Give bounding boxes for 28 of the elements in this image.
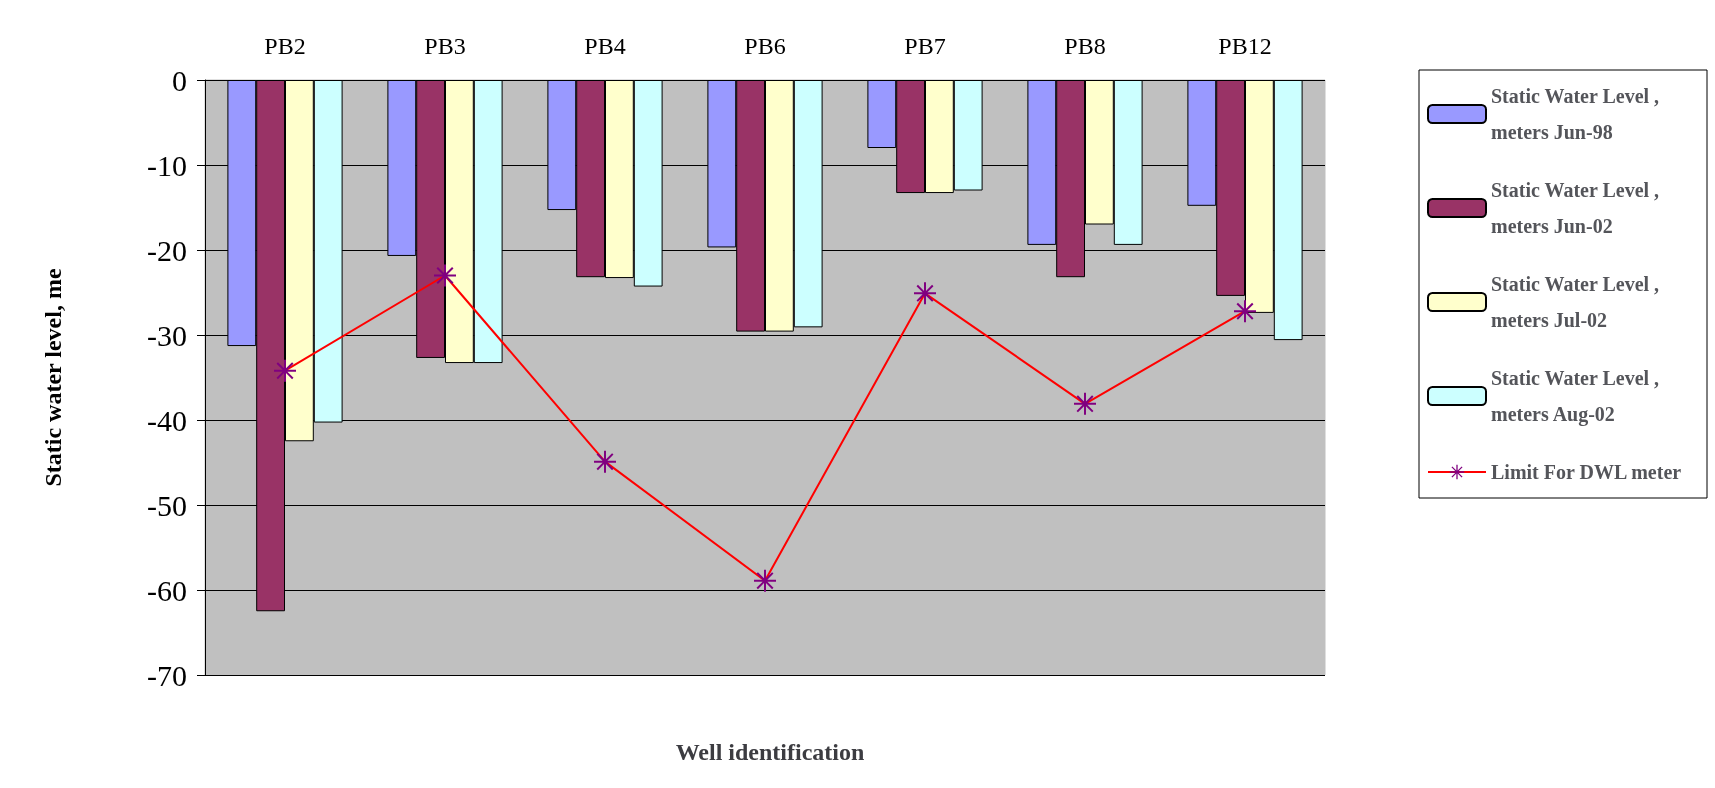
x-tick-label: PB8	[1064, 33, 1106, 59]
y-tick-label: -60	[147, 573, 187, 607]
y-tick-label: -70	[147, 658, 187, 692]
x-tick-label: PB6	[744, 33, 786, 59]
x-tick-label: PB2	[264, 33, 306, 59]
x-tick-label: PB7	[904, 33, 946, 59]
y-tick-label: -30	[147, 318, 187, 352]
y-tick-label: 0	[172, 63, 187, 97]
point	[914, 282, 936, 305]
x-tick-label: PB3	[424, 33, 466, 59]
point	[754, 569, 776, 592]
point	[1234, 300, 1256, 323]
x-tick-label: PB4	[584, 33, 626, 59]
legend-label: Static Water Level , meters Aug-02	[1491, 367, 1665, 426]
legend-label: Limit For DWL meter	[1491, 461, 1682, 483]
legend-label: Static Water Level , meters Jun-02	[1491, 179, 1665, 237]
y-tick-label: -10	[147, 148, 187, 182]
legend-label: Static Water Level , meters Jul-02	[1491, 273, 1665, 331]
point	[594, 450, 616, 473]
legend-label: Static Water Level , meters Jun-98	[1491, 85, 1665, 143]
y-tick-label: -40	[147, 403, 187, 437]
y-axis-title: Static water level, me	[40, 268, 66, 487]
y-tick-label: -50	[147, 488, 187, 522]
x-axis-title: Well identification	[675, 739, 865, 765]
point	[274, 359, 296, 382]
y-tick-label: -20	[147, 233, 187, 267]
x-tick-label: PB12	[1218, 33, 1272, 59]
point	[1074, 392, 1096, 415]
